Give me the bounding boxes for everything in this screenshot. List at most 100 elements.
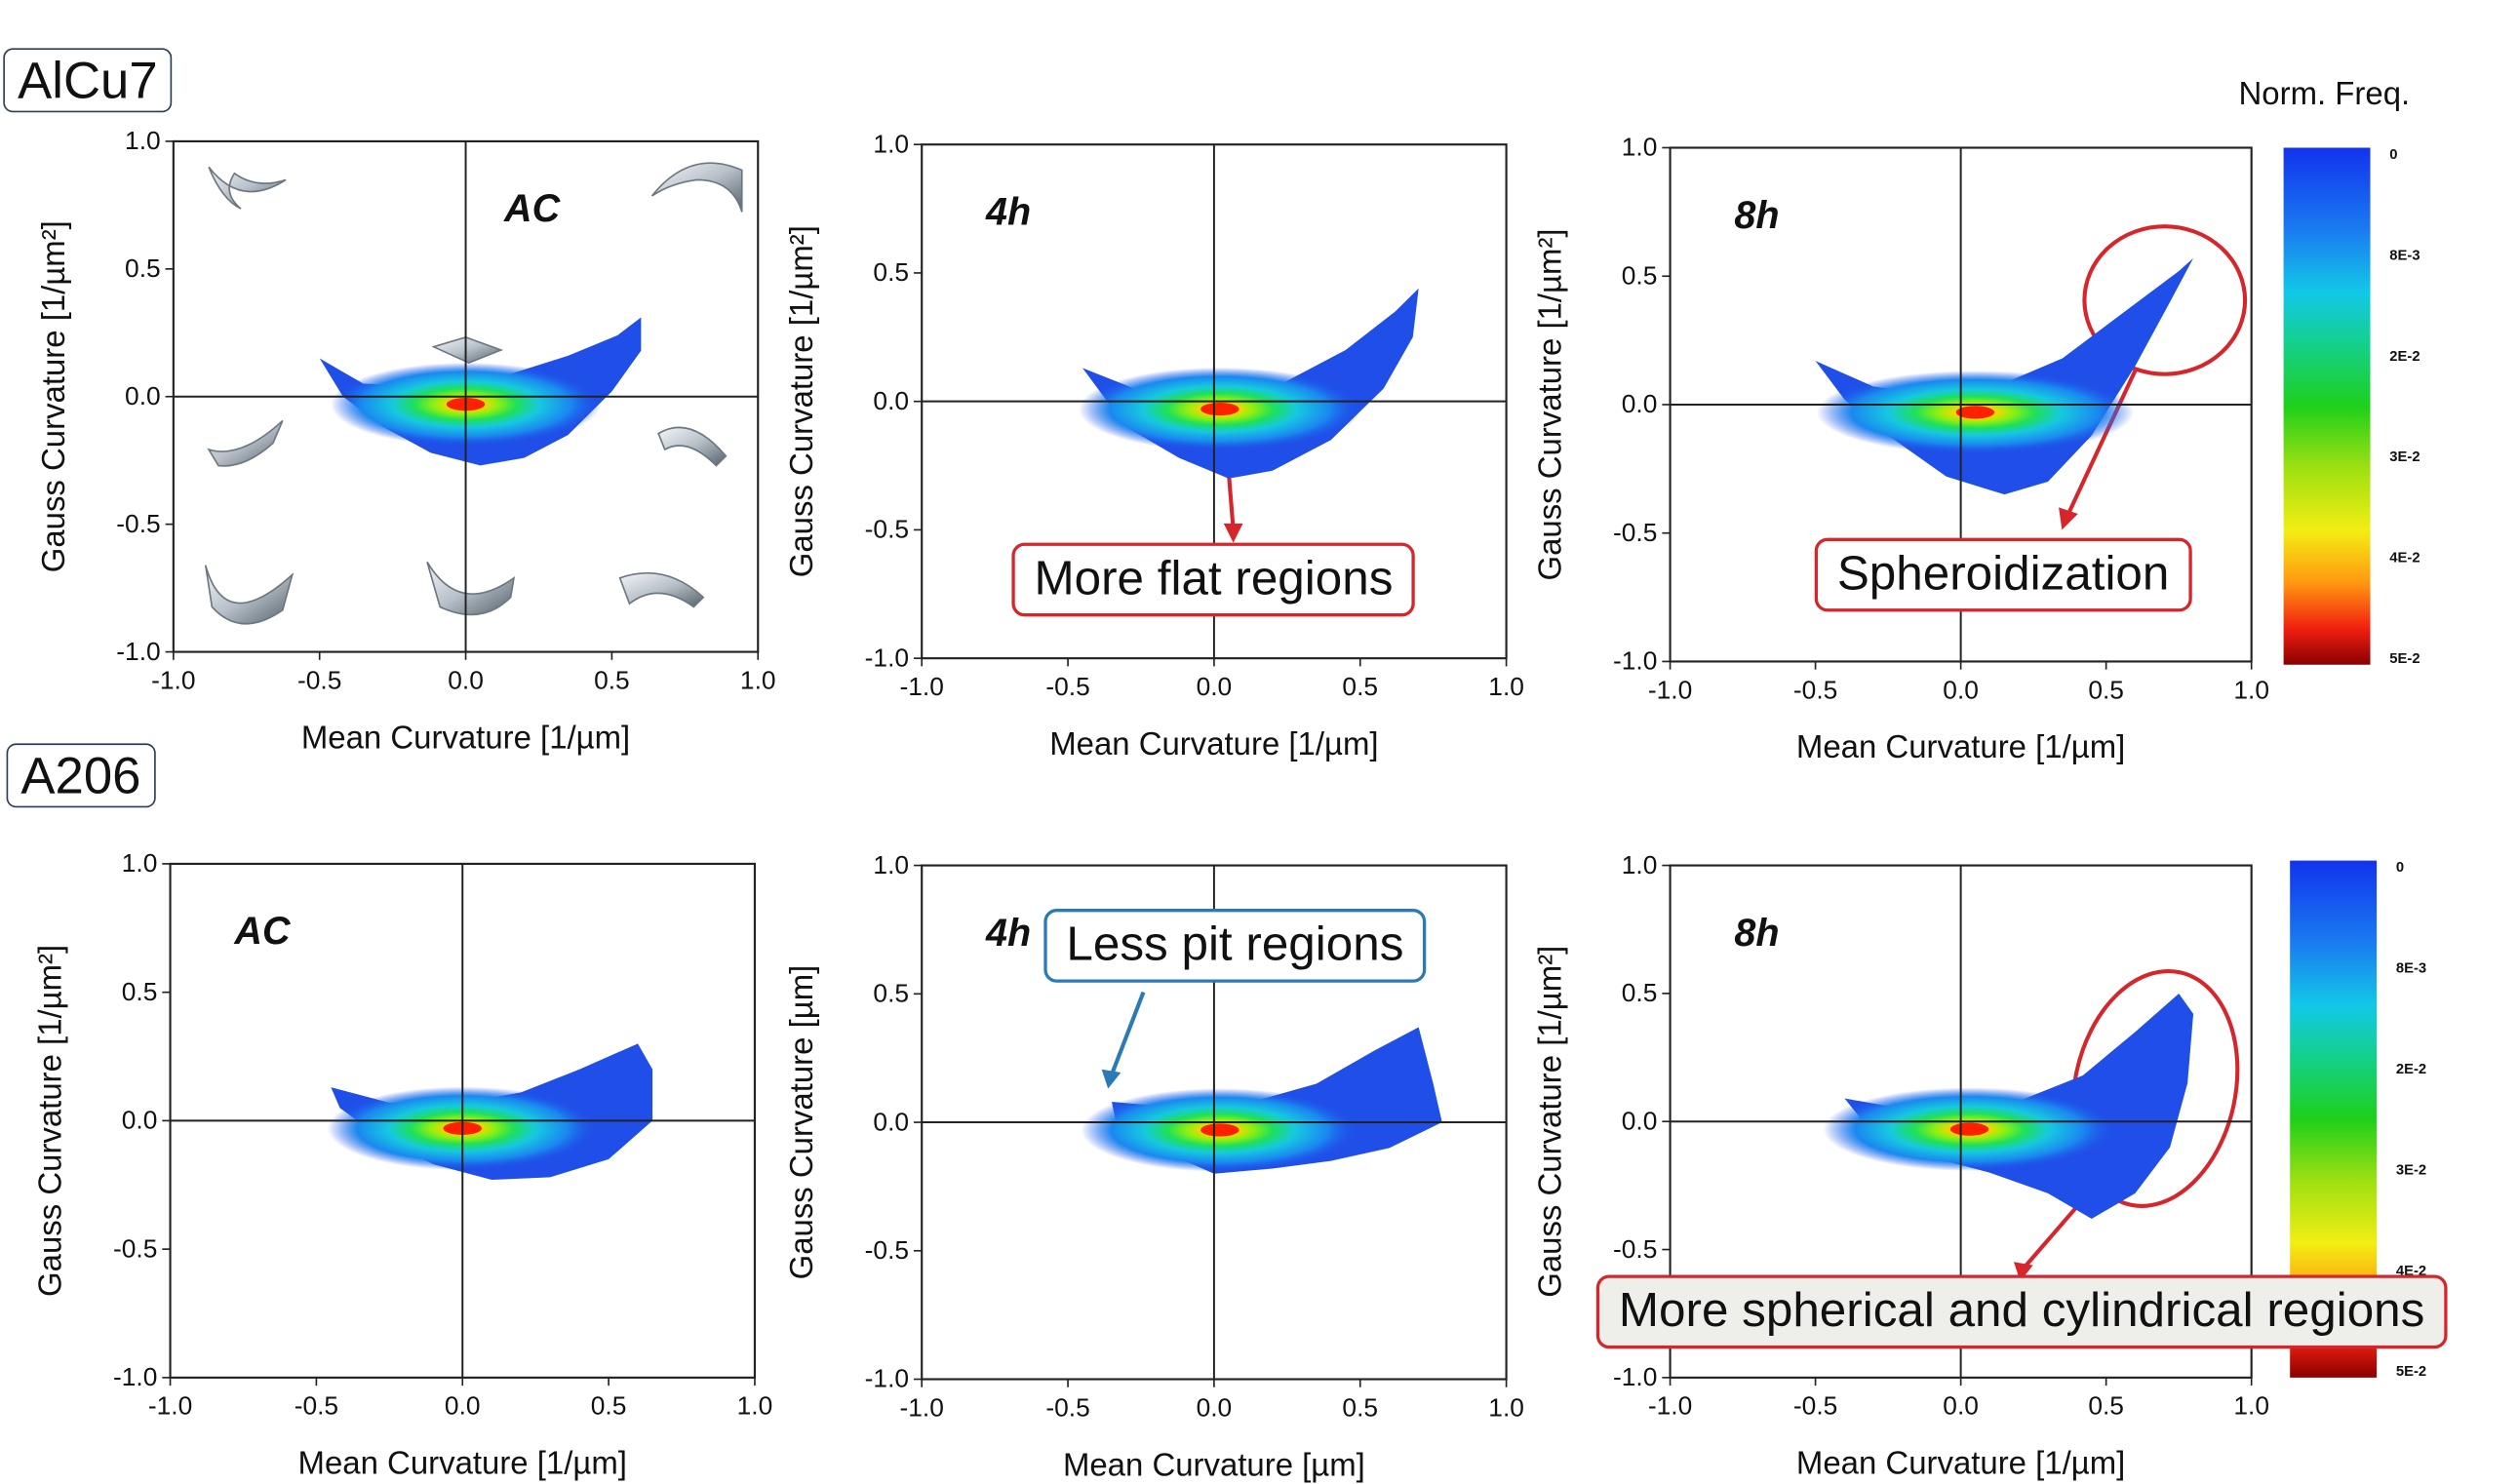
panel-alcu7-8h: -1.0 -0.5 0.0 0.5 1.0 -1.0 -0.5 0.0 0.5 1.0 Mean C… bbox=[1532, 133, 2269, 765]
x-tick-label: 1.0 bbox=[737, 1391, 773, 1421]
y-tick-label: 0.0 bbox=[873, 1107, 909, 1136]
x-tick-label: 0.5 bbox=[591, 1391, 627, 1421]
panel-title: AC bbox=[233, 910, 291, 953]
cylinder-icon bbox=[618, 571, 705, 608]
colorbar-tick-label: 5E-2 bbox=[2396, 1364, 2426, 1380]
y-tick-label: -0.5 bbox=[865, 515, 909, 544]
callout-less-pit-regions: Less pit regions bbox=[1043, 909, 1427, 983]
panel-a206-4h: -1.0 -0.5 0.0 0.5 1.0 -1.0 -0.5 0.0 0.5 1.0 Mean C… bbox=[783, 850, 1524, 1483]
row-label-a206: A206 bbox=[6, 743, 156, 808]
y-tick-label: -1.0 bbox=[865, 1364, 909, 1393]
panel-title: 4h bbox=[985, 191, 1031, 234]
x-tick-label: 0.0 bbox=[1943, 675, 1979, 704]
y-tick-label: -0.5 bbox=[865, 1235, 909, 1265]
spheroid-region-highlight bbox=[2082, 224, 2248, 376]
x-tick-label: 0.0 bbox=[1197, 1392, 1233, 1422]
colorbar-tick-label: 3E-2 bbox=[2389, 449, 2420, 465]
x-tick-label: 0.0 bbox=[448, 665, 484, 694]
x-tick-label: -1.0 bbox=[148, 1391, 192, 1421]
y-tick-label: -0.5 bbox=[113, 1233, 157, 1263]
density-peak bbox=[1200, 402, 1239, 416]
density-peak bbox=[1955, 406, 1995, 419]
y-axis-label: Gauss Curvature [1/µm²] bbox=[32, 945, 68, 1297]
row-label-alcu7: AlCu7 bbox=[3, 48, 173, 113]
y-axis-label: Gauss Curvature [1/µm²] bbox=[783, 225, 819, 577]
panel-alcu7-ac: -1.0 -0.5 0.0 0.5 1.0 -1.0 -0.5 0.0 0.5 1.0 Mean C… bbox=[35, 126, 776, 755]
y-tick-label: -1.0 bbox=[1613, 646, 1657, 676]
panel-title: 4h bbox=[985, 912, 1031, 955]
x-axis-label: Mean Curvature [1/µm] bbox=[301, 719, 630, 755]
x-tick-label: -0.5 bbox=[297, 665, 341, 694]
x-tick-label: 0.0 bbox=[1943, 1391, 1979, 1421]
y-tick-label: 1.0 bbox=[1622, 850, 1658, 879]
x-tick-label: 1.0 bbox=[1488, 672, 1524, 701]
x-tick-label: -1.0 bbox=[900, 672, 944, 701]
panel-title: 8h bbox=[1734, 194, 1779, 237]
y-tick-label: 1.0 bbox=[122, 848, 158, 878]
colorbar-tick-label: 3E-2 bbox=[2396, 1162, 2426, 1178]
x-tick-label: -0.5 bbox=[1793, 1391, 1837, 1421]
x-axis-label: Mean Curvature [1/µm] bbox=[1796, 1445, 2125, 1481]
panel-a206-ac: -1.0 -0.5 0.0 0.5 1.0 -1.0 -0.5 0.0 0.5 1.0 Mean C… bbox=[32, 848, 773, 1481]
colorbar-tick-label: 8E-3 bbox=[2396, 961, 2426, 977]
x-tick-label: 1.0 bbox=[740, 665, 776, 694]
x-tick-label: 0.5 bbox=[2088, 1391, 2124, 1421]
y-axis-label: Gauss Curvature [µm] bbox=[783, 965, 819, 1280]
ridge-icon bbox=[657, 426, 728, 467]
colorbar-tick-label: 5E-2 bbox=[2389, 651, 2420, 667]
saddle-icon bbox=[426, 561, 516, 616]
pit-cup-icon bbox=[204, 565, 295, 625]
x-tick-label: -1.0 bbox=[1648, 675, 1692, 704]
colorbar-tick-label: 0 bbox=[2389, 147, 2397, 163]
y-tick-label: 1.0 bbox=[873, 850, 909, 879]
x-tick-label: 0.5 bbox=[594, 665, 630, 694]
colorbar-tick-label: 2E-2 bbox=[2389, 349, 2420, 365]
y-tick-label: 0.0 bbox=[873, 386, 909, 415]
x-axis-label: Mean Curvature [1/µm] bbox=[298, 1445, 627, 1481]
spherical-region-highlight bbox=[2070, 968, 2240, 1208]
panel-title: AC bbox=[503, 187, 561, 230]
colorbar-gradient bbox=[2283, 147, 2371, 665]
x-tick-label: 1.0 bbox=[1488, 1392, 1524, 1422]
density-peak bbox=[1200, 1123, 1239, 1137]
panel-a206-8h: -1.0 -0.5 0.0 0.5 1.0 -1.0 -0.5 0.0 0.5 1.0 Mean C… bbox=[1532, 850, 2269, 1481]
callout-spheroidization: Spheroidization bbox=[1814, 537, 2192, 612]
y-tick-label: 0.0 bbox=[122, 1106, 158, 1135]
x-tick-label: -1.0 bbox=[1648, 1391, 1692, 1421]
x-tick-label: -1.0 bbox=[151, 665, 195, 694]
x-tick-label: 0.0 bbox=[1197, 672, 1233, 701]
flat-plane-icon bbox=[431, 335, 504, 365]
x-tick-label: 1.0 bbox=[2233, 1391, 2269, 1421]
y-tick-label: 0.5 bbox=[125, 254, 161, 283]
x-tick-label: -0.5 bbox=[1045, 1392, 1089, 1422]
y-tick-label: -1.0 bbox=[113, 1362, 157, 1391]
y-tick-label: -0.5 bbox=[116, 509, 160, 538]
x-axis-label: Mean Curvature [µm] bbox=[1063, 1446, 1365, 1482]
y-axis-label: Gauss Curvature [1/µm²] bbox=[35, 220, 71, 572]
x-tick-label: 0.5 bbox=[1342, 1392, 1378, 1422]
colorbar-tick-label: 4E-2 bbox=[2389, 551, 2420, 566]
trough-icon bbox=[207, 419, 284, 467]
x-tick-label: 0.5 bbox=[2088, 675, 2124, 704]
x-tick-label: -0.5 bbox=[1793, 675, 1837, 704]
y-tick-label: 1.0 bbox=[1622, 133, 1658, 162]
y-tick-label: 0.0 bbox=[1622, 389, 1658, 418]
colorbar-top: 0 8E-3 2E-2 3E-2 4E-2 5E-2 bbox=[2283, 147, 2420, 667]
panel-alcu7-4h: -1.0 -0.5 0.0 0.5 1.0 -1.0 -0.5 0.0 0.5 1.0 Mean C… bbox=[783, 129, 1524, 762]
dome-icon bbox=[650, 162, 743, 213]
x-tick-label: -0.5 bbox=[1045, 672, 1089, 701]
y-tick-label: -1.0 bbox=[116, 637, 160, 666]
y-tick-label: -1.0 bbox=[865, 643, 909, 672]
y-tick-label: 0.5 bbox=[122, 977, 158, 1006]
y-tick-label: 0.0 bbox=[125, 381, 161, 410]
y-tick-label: 0.5 bbox=[1622, 260, 1658, 290]
y-tick-label: 0.5 bbox=[1622, 978, 1658, 1007]
y-axis-label: Gauss Curvature [1/µm²] bbox=[1532, 228, 1568, 580]
callout-spherical-cylindrical: More spherical and cylindrical regions bbox=[1595, 1274, 2448, 1349]
x-tick-label: 0.5 bbox=[1342, 672, 1378, 701]
x-tick-label: -1.0 bbox=[900, 1392, 944, 1422]
x-tick-label: -0.5 bbox=[295, 1391, 338, 1421]
callout-flat-regions: More flat regions bbox=[1011, 542, 1416, 617]
